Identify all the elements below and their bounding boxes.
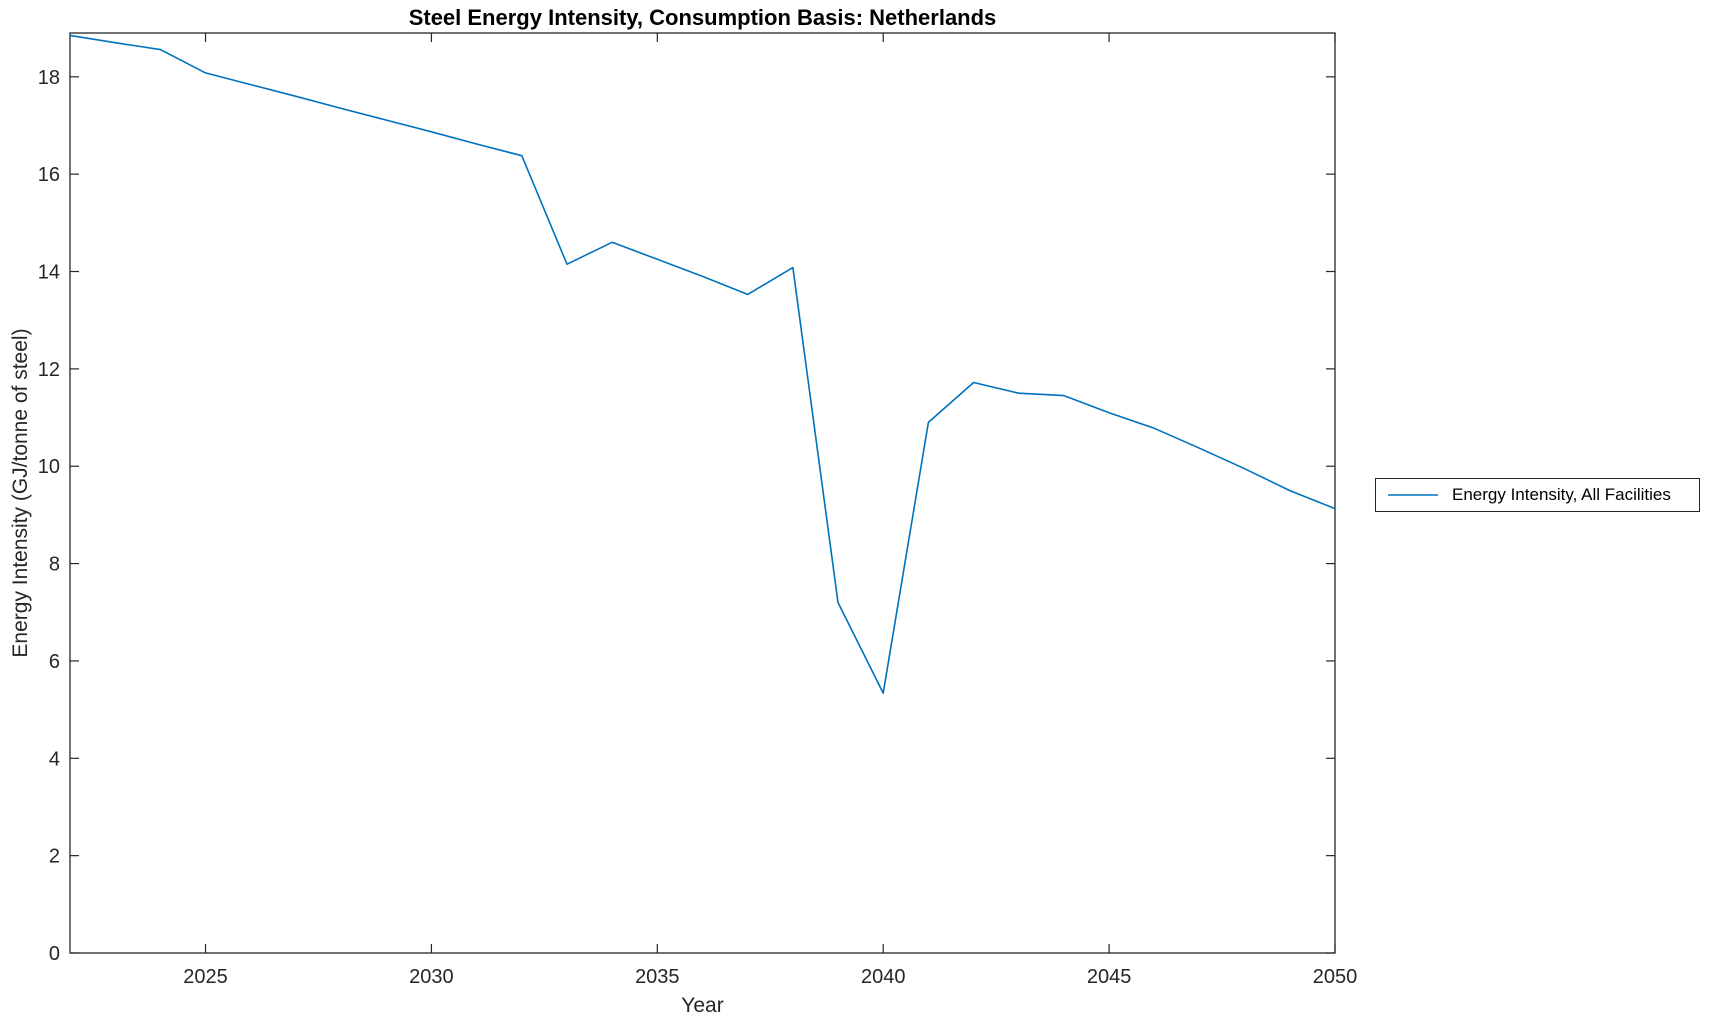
legend-line-sample xyxy=(1388,494,1438,496)
y-tick-label: 0 xyxy=(49,943,60,965)
y-tick-label: 8 xyxy=(49,554,60,576)
x-tick-label: 2050 xyxy=(1313,966,1358,988)
plot-frame xyxy=(69,32,1336,954)
y-tick-label: 14 xyxy=(38,262,60,284)
chart-title: Steel Energy Intensity, Consumption Basi… xyxy=(408,5,997,30)
x-tick-label: 2035 xyxy=(635,966,680,988)
x-axis-label: Year xyxy=(681,994,724,1017)
legend: Energy Intensity, All Facilities xyxy=(1375,478,1700,512)
x-tick-label: 2045 xyxy=(1087,966,1132,988)
y-tick-label: 18 xyxy=(38,67,60,89)
y-tick-label: 4 xyxy=(49,748,60,770)
x-tick-label: 2030 xyxy=(409,966,454,988)
y-tick-label: 12 xyxy=(38,359,60,381)
y-tick-label: 2 xyxy=(49,846,60,868)
energy-intensity-line xyxy=(69,34,1336,694)
y-tick-label: 6 xyxy=(49,651,60,673)
x-tick-label: 2040 xyxy=(861,966,906,988)
y-tick-label: 10 xyxy=(38,456,60,478)
y-tick-label: 16 xyxy=(38,164,60,186)
x-tick-label: 2025 xyxy=(183,966,228,988)
legend-entry-label: Energy Intensity, All Facilities xyxy=(1452,485,1671,504)
